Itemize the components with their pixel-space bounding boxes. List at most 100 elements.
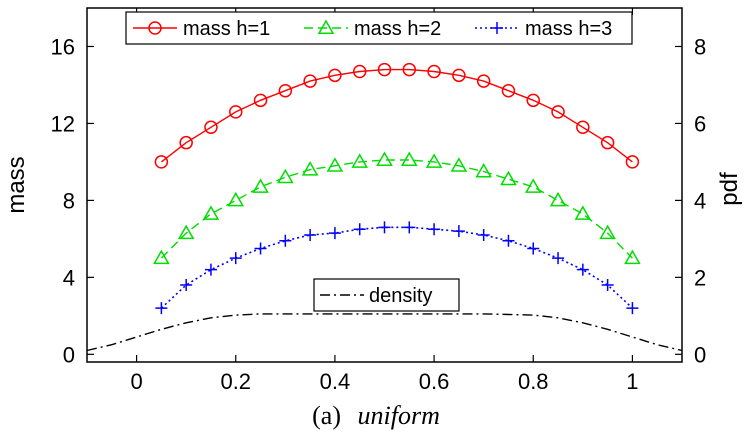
series-2-point-17 [576,263,589,276]
x-tick-label-3: 0.6 [419,369,450,394]
series-2-point-10 [403,221,416,234]
legend-density: density [313,278,460,312]
series-2-point-5 [279,234,292,247]
series-3 [86,313,683,352]
series-0-point-19 [625,155,640,169]
series-1 [153,151,641,265]
series-0-point-2 [204,120,218,135]
y-tick-label-4: 16 [51,34,75,59]
series-0-point-18 [600,135,615,150]
series-0-point-4 [253,93,268,108]
series-1-point-6 [301,161,319,176]
series-1-point-1 [177,224,195,240]
x-tick-label-5: 1 [626,369,638,394]
plot-frame [86,7,683,363]
legend-label-2: mass h=3 [525,18,612,40]
series-1-point-13 [475,163,492,178]
series-2-point-3 [229,252,242,265]
series-line-0 [160,68,633,163]
series-1-point-0 [153,249,170,265]
axes-layer: 0 0.2 0.4 0.6 0.8 1 0 4 8 12 16 0 2 4 6 8 mass pdf [3,7,743,394]
legend-marker-0 [148,21,162,35]
series-2-point-1 [180,279,193,292]
plot-layer [86,62,683,352]
series-line-1 [160,159,633,259]
series-0-point-7 [328,68,342,83]
x-tick-label-4: 0.8 [518,369,549,394]
series-0-point-10 [402,62,417,77]
series-0-point-5 [278,83,293,98]
legend-density-box [313,278,460,312]
x-tick-label-0: 0 [130,369,142,394]
legend-main-box [125,11,633,45]
x-tick-label-1: 0.2 [220,369,251,394]
legend-marker-2 [491,22,503,34]
series-2-point-16 [552,252,565,265]
series-0-point-11 [427,64,441,79]
y2-tick-label-3: 6 [694,111,706,136]
y2-tick-label-4: 8 [694,34,706,59]
series-2-point-0 [155,302,168,315]
series-0-point-15 [526,93,540,108]
legend-label-0: mass h=1 [183,18,270,40]
series-0-point-9 [377,62,392,77]
series-2-point-18 [601,279,614,292]
series-1-point-17 [574,205,592,220]
series-0-point-8 [352,64,367,79]
series-line-2 [160,226,633,309]
caption-italic: uniform [358,401,440,430]
y2-axis-label: pdf [716,172,743,206]
series-1-point-18 [599,224,616,240]
series-2-point-11 [428,223,441,236]
series-0-point-12 [452,68,466,83]
series-2 [155,221,639,315]
series-2-point-15 [527,242,540,255]
y-axis-label: mass [3,156,30,213]
series-2-point-2 [204,263,217,276]
series-0-point-3 [229,105,243,119]
series-2-point-6 [304,229,317,242]
legend-main: mass h=1 mass h=2 mass h=3 [125,11,633,45]
series-1-point-11 [425,153,443,168]
series-2-point-4 [254,242,267,255]
series-1-point-4 [252,178,269,193]
y2-tick-label-2: 4 [694,188,706,213]
series-2-point-14 [502,234,515,247]
legend-label-3: density [369,285,432,307]
series-0-point-13 [476,74,491,88]
series-1-point-16 [549,191,567,207]
series-1-point-15 [524,178,542,193]
y-tick-label-2: 8 [63,188,75,213]
y-tick-label-0: 0 [63,342,75,367]
series-1-point-10 [400,151,418,166]
series-0-point-6 [303,74,317,88]
series-0-point-0 [154,155,169,169]
series-0-point-14 [501,83,516,98]
series-2-point-19 [626,302,639,315]
series-2-point-13 [477,229,490,242]
y2-tick-label-1: 2 [694,265,706,290]
series-1-point-8 [351,153,369,168]
series-0 [154,62,640,169]
series-1-point-12 [450,157,468,172]
x-tick-label-2: 0.4 [320,369,351,394]
series-1-point-2 [202,205,220,220]
series-1-point-19 [624,249,641,265]
series-2-point-7 [328,227,341,240]
series-1-point-3 [227,191,245,207]
series-2-point-12 [452,225,465,238]
legend-marker-1 [317,19,335,34]
series-0-point-1 [179,135,193,150]
series-1-point-9 [376,151,393,166]
series-0-point-17 [576,120,590,135]
series-1-point-5 [277,168,294,184]
series-line-3 [86,313,683,352]
series-1-point-7 [326,157,344,172]
caption: (a) uniform [312,401,440,430]
caption-prefix: (a) [312,401,341,430]
series-2-point-9 [378,221,391,234]
series-2-point-8 [353,223,366,236]
y-tick-label-3: 12 [51,111,75,136]
series-0-point-16 [551,105,565,119]
